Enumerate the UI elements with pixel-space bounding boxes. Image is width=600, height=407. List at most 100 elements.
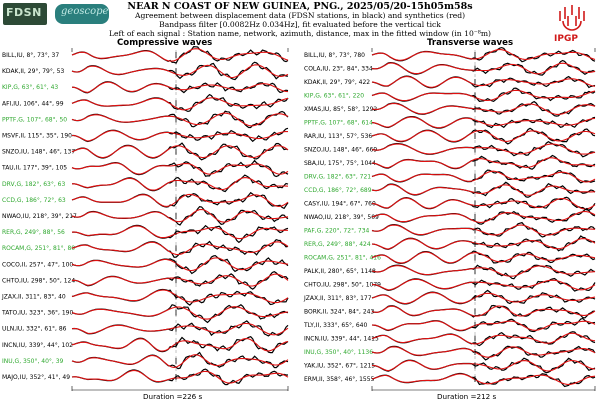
station-label: INU,G, 350°, 40°, 1136 xyxy=(304,349,373,356)
station-label: RER,G, 249°, 88°, 56 xyxy=(2,229,65,236)
data-trace xyxy=(371,75,596,89)
data-trace xyxy=(371,140,596,158)
data-trace xyxy=(371,196,596,211)
synthetic-trace xyxy=(71,162,289,175)
station-label: KIP,G, 63°, 61°, 220 xyxy=(304,93,364,100)
station-label: ROCAM,G, 251°, 81°, 80 xyxy=(2,245,75,252)
station-label: PPTF,G, 107°, 68°, 614 xyxy=(304,120,373,127)
subtitle-legend: Left of each signal : Station name, netw… xyxy=(109,29,491,38)
subtitle-agreement: Agreement between displacement data (FDS… xyxy=(134,11,466,20)
station-label: CHTO,IU, 298°, 50°, 124 xyxy=(2,277,75,284)
data-trace xyxy=(71,271,289,290)
station-label: CCD,G, 186°, 72°, 689 xyxy=(304,187,372,194)
station-label: YAK,IU, 352°, 67°, 1215 xyxy=(303,363,375,370)
synthetic-trace xyxy=(71,337,289,352)
duration-compressive: Duration =226 s xyxy=(143,392,203,401)
station-label: COLA,IU, 23°, 84°, 334 xyxy=(304,66,373,73)
synthetic-trace xyxy=(371,48,596,61)
duration-transverse: Duration =212 s xyxy=(437,392,497,401)
synthetic-trace xyxy=(371,292,596,305)
data-trace xyxy=(371,331,596,347)
station-label: KDAK,II, 29°, 79°, 422 xyxy=(304,79,370,86)
data-trace xyxy=(371,289,596,305)
synthetic-trace xyxy=(72,177,289,191)
station-label: TLY,II, 333°, 65°, 640 xyxy=(303,322,367,329)
station-label: RER,G, 249°, 88°, 424 xyxy=(304,241,371,248)
station-label: MAJO,IU, 352°, 41°, 49 xyxy=(2,374,70,381)
station-label: NWAO,IU, 218°, 39°, 217 xyxy=(2,213,77,220)
synthetic-trace xyxy=(71,257,289,272)
synthetic-trace xyxy=(71,289,289,304)
synthetic-trace xyxy=(371,278,596,291)
synthetic-trace xyxy=(371,102,596,115)
synthetic-trace xyxy=(371,184,596,196)
station-label: DRV,G, 182°, 63°, 721 xyxy=(304,174,371,181)
panel-title-compressive: Compressive waves xyxy=(117,38,213,48)
synthetic-trace xyxy=(371,157,596,169)
station-label: INCN,IU, 339°, 44°, 102 xyxy=(2,342,73,349)
synthetic-trace xyxy=(71,81,289,93)
synthetic-trace xyxy=(371,305,596,317)
data-trace xyxy=(71,368,288,386)
synthetic-trace xyxy=(71,273,289,287)
station-label: PPTF,G, 107°, 68°, 50 xyxy=(2,116,67,123)
synthetic-trace xyxy=(371,320,596,331)
station-label: NWAO,IU, 218°, 39°, 509 xyxy=(304,214,379,221)
station-label: DRV,G, 182°, 63°, 63 xyxy=(2,181,65,188)
station-label: COCO,II, 257°, 47°, 100 xyxy=(2,261,73,268)
station-label: TATO,IU, 323°, 36°, 190 xyxy=(1,310,73,317)
data-trace xyxy=(72,174,289,193)
station-label: TAU,II, 177°, 39°, 105 xyxy=(1,165,67,172)
geoscope-logo: geoscope xyxy=(55,4,109,24)
subtitle-filter: Bandpass filter [0.0082Hz 0.034Hz], fit … xyxy=(159,20,441,29)
ipgp-logo xyxy=(559,5,585,31)
synthetic-trace xyxy=(371,75,596,88)
data-trace xyxy=(371,154,596,170)
station-label: SNZO,IU, 148°, 46°, 137 xyxy=(2,149,75,156)
synthetic-trace xyxy=(71,225,288,240)
synthetic-trace xyxy=(371,143,596,155)
synthetic-trace xyxy=(71,48,289,62)
data-trace xyxy=(371,345,596,361)
station-label: CCD,G, 186°, 72°, 63 xyxy=(2,197,66,204)
synthetic-trace xyxy=(72,130,289,142)
ipgp-logo-text: IPGP xyxy=(554,34,578,44)
synthetic-trace xyxy=(371,170,596,183)
synthetic-trace xyxy=(71,193,289,207)
data-trace xyxy=(371,372,596,388)
synthetic-trace xyxy=(371,116,596,129)
station-label: BORK,II, 324°, 84°, 243 xyxy=(304,309,374,316)
data-trace xyxy=(71,45,289,64)
data-trace xyxy=(71,336,289,354)
synthetic-trace xyxy=(371,130,596,142)
synthetic-trace xyxy=(71,354,289,368)
synthetic-trace xyxy=(372,359,596,372)
station-label: PALK,II, 280°, 65°, 1148 xyxy=(304,268,376,275)
station-label: CHTO,IU, 298°, 50°, 1079 xyxy=(304,282,381,289)
station-label: MSVF,II, 115°, 35°, 190 xyxy=(2,133,72,140)
synthetic-trace xyxy=(71,241,289,256)
synthetic-trace xyxy=(371,332,596,345)
data-trace xyxy=(71,159,289,178)
station-label: RAR,IU, 113°, 57°, 536 xyxy=(304,133,372,140)
data-trace xyxy=(371,181,596,198)
synthetic-trace xyxy=(371,346,596,358)
event-title: NEAR N COAST OF NEW GUINEA, PNG., 2025/0… xyxy=(127,1,473,12)
data-trace xyxy=(371,304,595,319)
synthetic-trace xyxy=(371,89,596,102)
data-trace xyxy=(371,317,596,333)
station-label: JZAX,II, 311°, 83°, 40 xyxy=(1,294,66,301)
station-label: PAF,G, 220°, 72°, 734 xyxy=(304,228,370,235)
synthetic-trace xyxy=(71,112,289,127)
station-label: ERM,II, 358°, 46°, 1555 xyxy=(304,376,375,383)
synthetic-trace xyxy=(371,224,596,236)
synthetic-trace xyxy=(71,64,289,79)
station-label: ULN,IU, 332°, 61°, 86 xyxy=(2,326,67,333)
synthetic-trace xyxy=(371,238,596,250)
synthetic-trace xyxy=(71,306,289,320)
synthetic-trace xyxy=(371,210,596,223)
synthetic-trace xyxy=(71,369,289,384)
station-label: XMAS,IU, 85°, 58°, 1292 xyxy=(304,106,377,113)
data-trace xyxy=(371,87,596,102)
